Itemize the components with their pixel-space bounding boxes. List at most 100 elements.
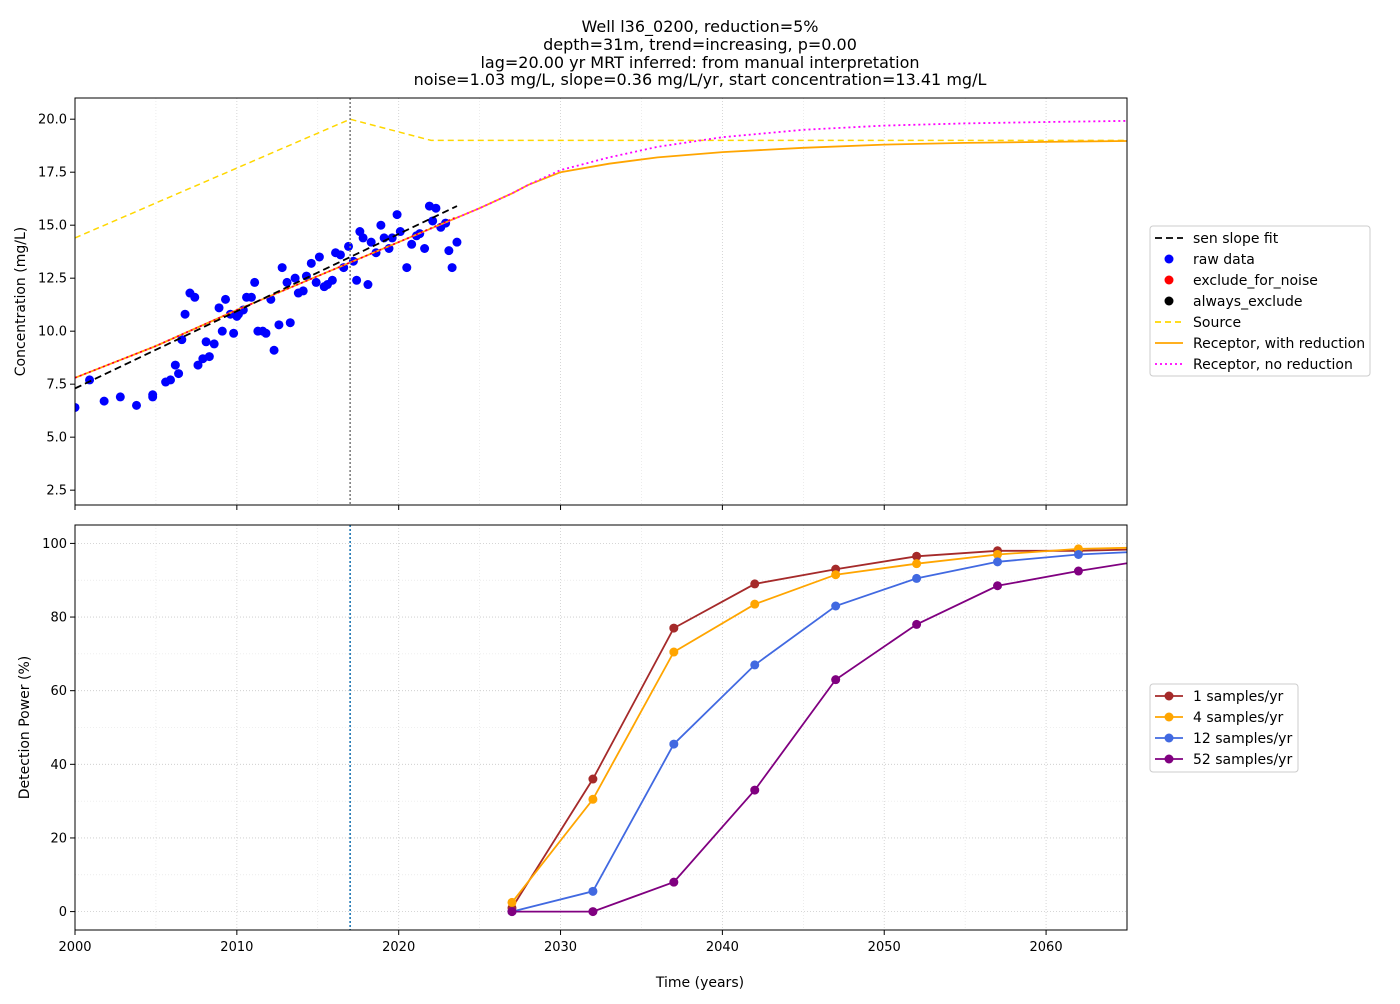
- series-marker: [750, 599, 760, 609]
- legend-item: sen slope fit: [1155, 231, 1279, 247]
- y-tick-label: 0: [59, 905, 67, 920]
- series-marker: [993, 549, 1003, 559]
- raw-data-point: [366, 237, 376, 247]
- raw-data-point: [335, 250, 345, 260]
- raw-data-point: [177, 335, 187, 345]
- legend: sen slope fit raw data exclude_for_noiseal…: [1149, 225, 1371, 377]
- series-marker: [993, 581, 1003, 591]
- series-marker: [588, 886, 598, 896]
- raw-data-point: [174, 369, 184, 379]
- x-tick-label: 2030: [544, 940, 577, 955]
- raw-data-point: [285, 318, 295, 328]
- y-tick-label: 15.0: [38, 219, 67, 234]
- raw-data-point: [214, 303, 224, 313]
- series-marker: [588, 907, 598, 917]
- y-tick-label: 17.5: [38, 166, 67, 181]
- raw-data-point: [298, 286, 308, 296]
- y-tick-label: 7.5: [46, 378, 67, 393]
- legend-marker: [1164, 754, 1174, 764]
- series-marker: [912, 573, 922, 583]
- series-marker: [831, 601, 841, 611]
- raw-data-point: [190, 292, 200, 302]
- series-marker: [750, 785, 760, 795]
- raw-data-point: [344, 241, 354, 251]
- legend-label: 4 samples/yr: [1193, 710, 1284, 726]
- legend-label: exclude_for_noise: [1193, 273, 1318, 289]
- raw-data-point: [402, 263, 412, 273]
- plot-area: [75, 118, 1127, 412]
- series-4-samples-yr: [507, 544, 1127, 907]
- series-marker: [669, 647, 679, 657]
- y-tick-label: 20: [50, 831, 67, 846]
- legend-item: 4 samples/yr: [1155, 710, 1284, 726]
- detection-power-panel: 2000 2010 2020 2030 2040 2050 2060020406080100…: [17, 524, 1299, 955]
- y-tick-label: 80: [50, 611, 67, 626]
- y-tick-label: 60: [50, 684, 67, 699]
- axes-frame: [74, 97, 1128, 506]
- legend-item: always_exclude: [1164, 294, 1302, 310]
- raw-data-point: [447, 263, 457, 273]
- raw-data-point: [277, 263, 287, 273]
- raw-data-point: [229, 328, 239, 338]
- y-tick-label: 20.0: [38, 113, 67, 128]
- raw-data-point: [209, 339, 219, 349]
- raw-data-point: [431, 203, 441, 213]
- raw-data-point: [193, 360, 203, 370]
- raw-data-point: [358, 233, 368, 243]
- legend-label: 1 samples/yr: [1193, 689, 1284, 705]
- y-tick-label: 2.5: [46, 484, 67, 499]
- raw-data-point: [452, 237, 462, 247]
- legend-item: Receptor, with reduction: [1155, 336, 1365, 352]
- raw-data-point: [204, 352, 214, 362]
- raw-data-point: [444, 246, 454, 256]
- legend-label: 52 samples/yr: [1193, 752, 1292, 768]
- legend-label: Source: [1193, 315, 1241, 331]
- series-marker: [1073, 566, 1083, 576]
- raw-data-point: [314, 252, 324, 262]
- legend-marker: [1164, 254, 1174, 264]
- raw-data-point: [311, 277, 321, 287]
- legend-marker: [1164, 691, 1174, 701]
- series-marker: [507, 897, 517, 907]
- legend-item: Receptor, no reduction: [1155, 357, 1353, 373]
- raw-data-point: [327, 275, 337, 285]
- legend-marker: [1164, 296, 1174, 306]
- series-marker: [831, 675, 841, 685]
- series-marker: [1073, 549, 1083, 559]
- title-line-1: Well l36_0200, reduction=5%: [582, 17, 819, 37]
- legend-label: raw data: [1193, 252, 1255, 268]
- raw-data-point: [306, 258, 316, 268]
- x-tick-label: 2010: [220, 940, 253, 955]
- raw-data-point: [269, 345, 279, 355]
- legend-item: 52 samples/yr: [1155, 752, 1292, 768]
- y-axis-label: Detection Power (%): [17, 656, 33, 799]
- raw-data-point: [165, 375, 175, 385]
- legend-item: raw data: [1164, 252, 1255, 268]
- y-tick-label: 12.5: [38, 272, 67, 287]
- series-marker: [993, 557, 1003, 567]
- raw-data-point: [274, 320, 284, 330]
- raw-data-point: [148, 392, 158, 402]
- legend-item: 12 samples/yr: [1155, 731, 1292, 747]
- series-marker: [588, 794, 598, 804]
- x-tick-label: 2000: [58, 940, 91, 955]
- raw-data-point: [99, 396, 109, 406]
- y-tick-label: 100: [42, 537, 67, 552]
- series-marker: [750, 579, 760, 589]
- legend-marker: [1164, 275, 1174, 285]
- raw-data-point: [201, 337, 211, 347]
- x-tick-label: 2020: [382, 940, 415, 955]
- legend-marker: [1164, 733, 1174, 743]
- series-marker: [669, 877, 679, 887]
- receptor-with-reduction-line: [75, 140, 1127, 379]
- x-axis-label: Time (years): [655, 975, 744, 991]
- legend: 1 samples/yr 4 samples/yr 12 samples/yr 52 …: [1149, 683, 1299, 773]
- x-tick-label: 2050: [868, 940, 901, 955]
- raw-data-point: [75, 402, 80, 412]
- legend-label: sen slope fit: [1193, 231, 1279, 247]
- legend-label: Receptor, no reduction: [1193, 357, 1353, 373]
- raw-data-point: [250, 277, 260, 287]
